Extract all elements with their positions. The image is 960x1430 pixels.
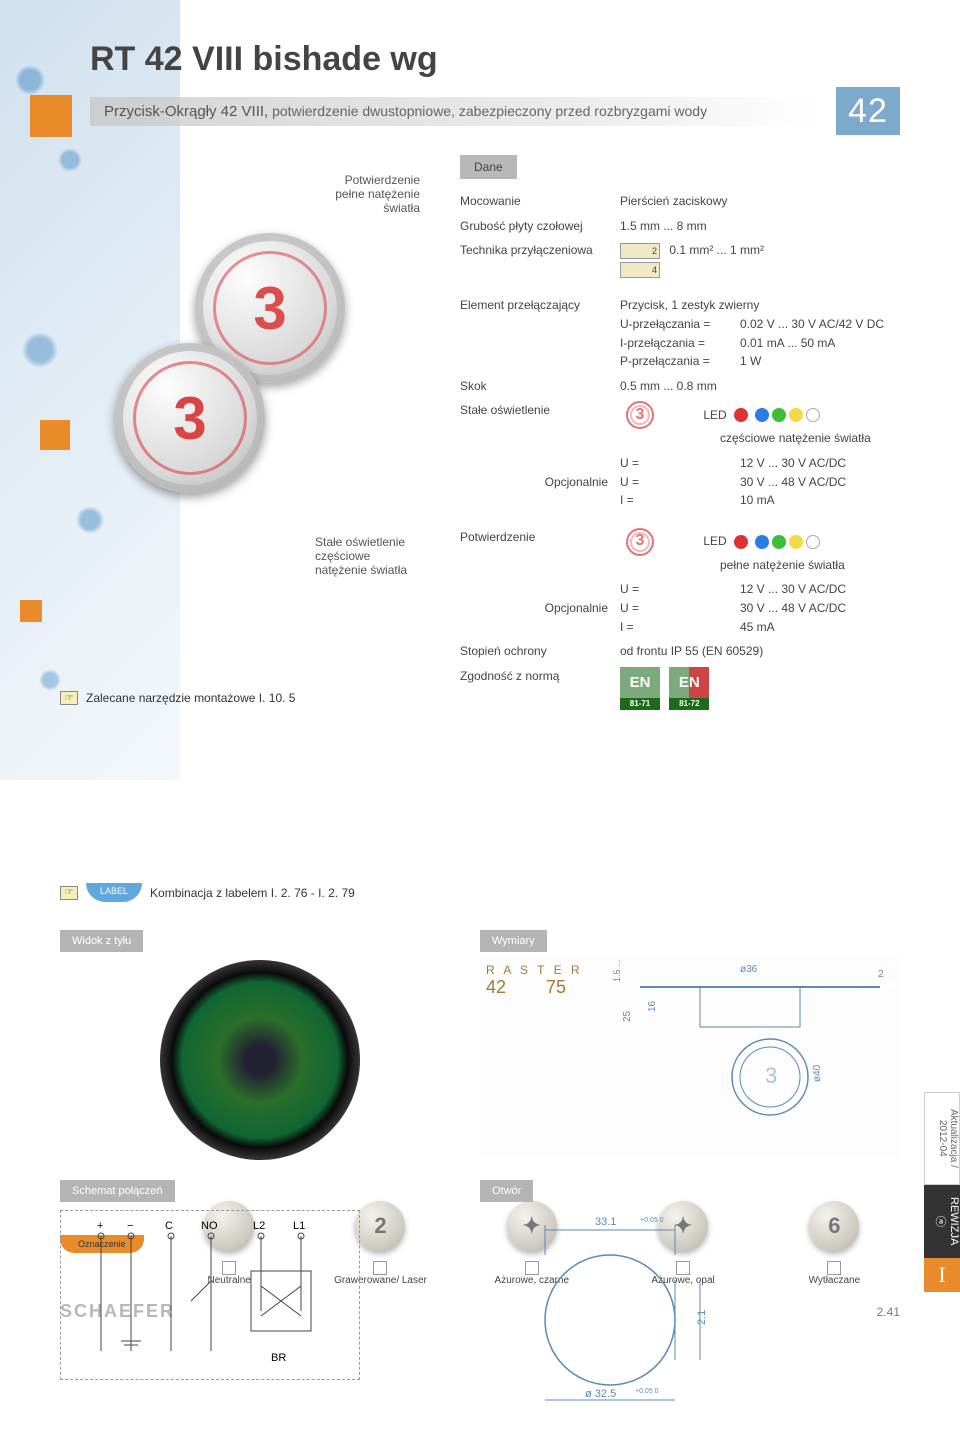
spec-val: 0.5 mm ... 0.8 mm [620, 377, 900, 396]
spec-key: Mocowanie [460, 192, 620, 211]
led-colors [755, 535, 820, 549]
button-icon: 3 [626, 401, 654, 429]
spec-val: 3 LED częściowe natężenie światła [620, 401, 900, 448]
product-image: 3 3 [105, 233, 385, 513]
svg-text:25: 25 [622, 1010, 633, 1022]
svg-text:33.1: 33.1 [595, 1216, 616, 1228]
svg-text:+0.05 0: +0.05 0 [635, 1388, 659, 1395]
panel-title-backview: Widok z tyłu [60, 930, 143, 952]
spec-val: Pierścień zaciskowy [620, 192, 900, 211]
svg-text:ø 32.5: ø 32.5 [585, 1388, 616, 1400]
spec-val: od frontu IP 55 (EN 60529) [620, 642, 900, 661]
spec-val: EN81-71 EN81-72 [620, 667, 900, 712]
tool-note: ☞ Zalecane narzędzie montażowe I. 10. 5 [60, 691, 430, 705]
callout-confirm: Potwierdzenie pełne natężenie światła [60, 173, 430, 215]
page-number-tab: 42 [836, 87, 900, 135]
decor-square [30, 95, 72, 137]
spec-val: 1.5 mm ... 8 mm [620, 217, 900, 236]
chapter-tab: I [924, 1258, 960, 1292]
button-disc: 3 [115, 343, 265, 493]
svg-text:ø36: ø36 [740, 964, 758, 975]
spec-val: 3 LED pełne natężenie światła [620, 528, 900, 575]
spec-key: Opcjonalnie [460, 580, 620, 636]
spec-key: Zgodność z normą [460, 667, 620, 712]
back-view-image [160, 960, 360, 1160]
spec-val: Przycisk, 1 zestyk zwierny U-przełączani… [620, 296, 900, 370]
panel-title-dims: Wymiary [480, 930, 547, 952]
hand-icon: ☞ [60, 886, 78, 900]
svg-text:−: − [127, 1220, 133, 1232]
svg-text:1.5 ... 8: 1.5 ... 8 [612, 957, 622, 982]
svg-text:+0.05 0: +0.05 0 [640, 1217, 664, 1224]
button-icon: 3 [626, 528, 654, 556]
spec-key: Opcjonalnie [460, 454, 620, 510]
spec-val: U =12 V ... 30 V AC/DC U =30 V ... 48 V … [620, 580, 900, 636]
spec-val: 2 0.1 mm² ... 1 mm² 4 [620, 241, 900, 278]
spec-key: Technika przyłączeniowa [460, 241, 620, 278]
dim-svg: ø36 2 25 16 1.5 ... 8 3 ø40 [600, 957, 900, 1117]
label-note: ☞ LABEL Kombinacja z labelem I. 2. 76 - … [60, 883, 430, 902]
svg-text:2.1: 2.1 [696, 1310, 708, 1325]
section-heading-dane: Dane [460, 155, 517, 179]
svg-text:2: 2 [878, 969, 884, 980]
led-colors [734, 408, 748, 422]
connector-icon: 4 [620, 262, 660, 278]
decor-square [20, 600, 42, 622]
led-colors [755, 408, 820, 422]
revision-date: Aktualizacja / 2012-04 [924, 1092, 960, 1185]
svg-text:3: 3 [765, 1063, 777, 1088]
wiring-diagram: + − C NO L2 L1 BR [60, 1210, 360, 1380]
label-tag: LABEL [86, 883, 142, 902]
callout-constant-light: Stałe oświetlenie częściowe natężenie św… [315, 535, 445, 577]
svg-text:L2: L2 [253, 1220, 265, 1232]
svg-text:+: + [97, 1220, 103, 1232]
spec-key: Stałe oświetlenie [460, 401, 620, 448]
revision-label: REWIZJA ⓐ [924, 1185, 960, 1258]
svg-text:BR: BR [271, 1352, 286, 1364]
connector-icon: 2 [620, 243, 660, 259]
hole-drawing: 33.1 +0.05 0 2.1 ø 32.5 +0.05 0 [480, 1210, 900, 1430]
hand-icon: ☞ [60, 691, 78, 705]
led-colors [734, 535, 748, 549]
panel-title-hole: Otwór [480, 1180, 533, 1202]
en-badge: EN81-72 [669, 667, 709, 707]
panel-title-wiring: Schemat połączeń [60, 1180, 175, 1202]
page-title: RT 42 VIII bishade wg [90, 40, 900, 79]
page-subtitle: Przycisk-Okrągły 42 VIII, potwierdzenie … [90, 97, 816, 126]
en-badge: EN81-71 [620, 667, 660, 707]
spec-key: Stopień ochrony [460, 642, 620, 661]
spec-key: Element przełączający [460, 296, 620, 370]
svg-text:C: C [165, 1220, 173, 1232]
spec-key: Potwierdzenie [460, 528, 620, 575]
svg-text:16: 16 [647, 1000, 658, 1012]
subtitle-rest: potwierdzenie dwustopniowe, zabezpieczon… [268, 103, 707, 119]
spec-key: Skok [460, 377, 620, 396]
side-tab: Aktualizacja / 2012-04 REWIZJA ⓐ I [924, 1092, 960, 1292]
svg-text:L1: L1 [293, 1220, 305, 1232]
subtitle-strong: Przycisk-Okrągły 42 VIII, [104, 103, 268, 120]
svg-text:ø40: ø40 [812, 1064, 823, 1082]
spec-key: Grubość płyty czołowej [460, 217, 620, 236]
svg-text:NO: NO [201, 1220, 218, 1232]
dimensions-drawing: R A S T E R 4275 ø36 2 25 16 1.5 ... 8 3… [480, 957, 900, 1157]
spec-val: U =12 V ... 30 V AC/DC U =30 V ... 48 V … [620, 454, 900, 510]
